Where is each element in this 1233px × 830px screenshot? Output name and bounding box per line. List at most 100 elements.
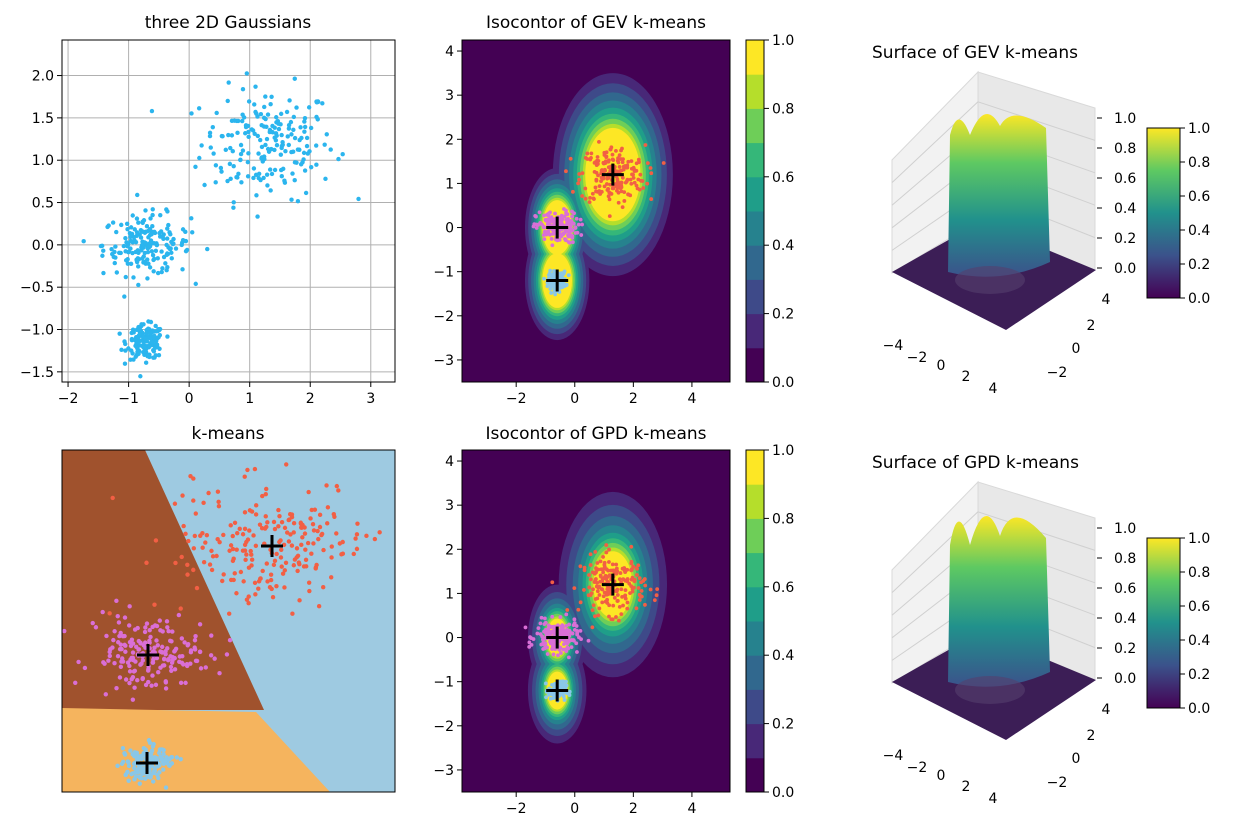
data-point <box>193 164 198 170</box>
data-point <box>291 530 296 535</box>
panel5-colorbar: 0.0 0.2 0.4 0.6 0.8 1.0 <box>745 443 794 801</box>
data-point <box>596 158 601 163</box>
data-point <box>548 268 553 273</box>
z-tick-label: 0.0 <box>1114 261 1136 277</box>
ytick-label: −3 <box>433 353 454 369</box>
data-point <box>316 536 321 542</box>
data-point <box>587 585 592 590</box>
data-point <box>285 134 290 139</box>
colorbar-label: 0.8 <box>772 101 794 117</box>
data-point <box>198 533 203 538</box>
data-point <box>551 652 556 657</box>
data-point <box>540 634 544 639</box>
data-point <box>575 632 580 637</box>
data-point <box>253 84 258 89</box>
data-point <box>534 226 539 230</box>
pane-grid <box>891 101 979 183</box>
data-point <box>265 183 270 188</box>
panel5-contours <box>462 450 730 792</box>
data-point <box>269 171 275 177</box>
data-point <box>588 195 592 200</box>
data-point <box>214 110 219 116</box>
data-point <box>181 662 186 667</box>
data-point <box>252 580 258 586</box>
data-point <box>550 272 554 277</box>
data-point <box>238 157 243 162</box>
colorbar-band <box>746 108 764 144</box>
data-point <box>276 524 281 529</box>
data-point <box>156 353 162 358</box>
data-point <box>192 647 198 652</box>
data-point <box>101 270 106 276</box>
data-point <box>282 525 288 531</box>
ytick-label: −3 <box>433 763 454 779</box>
data-point <box>604 155 609 160</box>
data-point <box>150 624 155 630</box>
data-point <box>244 597 250 602</box>
data-point <box>223 147 228 153</box>
data-point <box>245 467 250 473</box>
data-point <box>607 158 611 163</box>
colorbar-label: 0.2 <box>772 717 794 733</box>
data-point <box>636 157 641 162</box>
data-point <box>126 760 131 765</box>
data-point <box>539 615 544 620</box>
data-point <box>302 525 307 530</box>
data-point <box>148 319 154 325</box>
data-point <box>592 571 597 576</box>
data-point <box>134 259 140 265</box>
data-point <box>260 568 265 574</box>
data-point <box>144 339 150 344</box>
data-point <box>356 196 361 202</box>
data-point <box>312 507 318 512</box>
data-point <box>527 645 532 649</box>
data-point <box>263 94 268 99</box>
panel-kmeans: k-means <box>61 424 396 793</box>
data-point <box>334 531 339 536</box>
data-point <box>126 623 132 628</box>
data-point <box>564 217 569 222</box>
data-point <box>604 150 609 155</box>
data-point <box>119 659 124 664</box>
data-point <box>253 512 259 517</box>
data-point <box>272 135 277 140</box>
data-point <box>550 682 554 687</box>
data-point <box>602 167 607 172</box>
data-point <box>565 645 570 650</box>
colorbar-label: 0.4 <box>772 648 794 664</box>
data-point <box>535 631 540 636</box>
data-point <box>643 602 647 607</box>
data-point <box>594 566 598 571</box>
data-point <box>607 603 612 608</box>
data-point <box>144 621 150 626</box>
data-point <box>268 188 273 193</box>
data-point <box>141 218 147 223</box>
data-point <box>301 150 307 156</box>
colorbar-label: 0.6 <box>772 170 794 186</box>
data-point <box>249 552 254 557</box>
data-point <box>268 101 273 107</box>
data-point <box>256 171 262 176</box>
data-point <box>189 111 194 116</box>
data-point <box>611 603 616 608</box>
data-point <box>270 594 276 600</box>
xtick-label: −2 <box>506 391 527 407</box>
data-point <box>542 213 546 218</box>
data-point <box>130 771 135 776</box>
data-point <box>311 541 316 546</box>
data-point <box>174 755 180 760</box>
data-point <box>619 612 624 617</box>
data-point <box>169 239 174 245</box>
data-point <box>186 641 191 647</box>
data-point <box>313 143 319 148</box>
data-point <box>127 680 132 686</box>
data-point <box>228 176 233 182</box>
data-point <box>136 338 142 344</box>
x-tick-label: 2 <box>962 369 971 385</box>
data-point <box>578 564 583 569</box>
data-point <box>595 589 600 594</box>
data-point <box>123 643 128 648</box>
data-point <box>607 614 611 619</box>
data-point <box>306 105 312 110</box>
data-point <box>558 691 562 696</box>
